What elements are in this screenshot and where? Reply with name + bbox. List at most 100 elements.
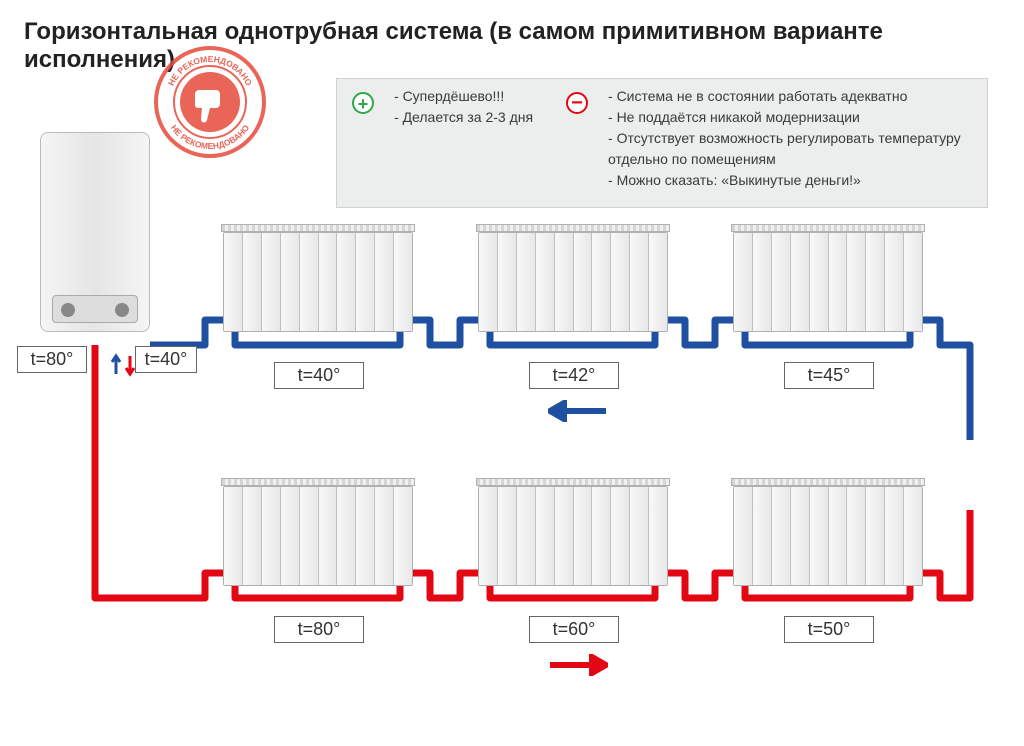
- radiator-fin: [772, 487, 791, 585]
- radiator-fin: [375, 487, 394, 585]
- radiator-fin: [791, 487, 810, 585]
- radiator: [223, 486, 413, 586]
- radiator-grille: [221, 478, 415, 486]
- radiator: [478, 232, 668, 332]
- radiator-fin: [885, 487, 904, 585]
- radiator-grille: [221, 224, 415, 232]
- radiator-fin: [611, 487, 630, 585]
- radiator-body: [478, 232, 668, 332]
- radiator-fin: [337, 233, 356, 331]
- radiator-fin: [517, 233, 536, 331]
- radiator-fin: [262, 233, 281, 331]
- radiator-fin: [574, 233, 593, 331]
- radiator-fin: [224, 487, 243, 585]
- boiler-knob: [115, 303, 129, 317]
- cons-item: Отсутствует возможность регулировать тем…: [608, 128, 980, 170]
- radiator-fin: [536, 487, 555, 585]
- radiator-fin: [356, 487, 375, 585]
- radiator-body: [733, 486, 923, 586]
- radiator-grille: [731, 224, 925, 232]
- temperature-label: t=40°: [135, 346, 197, 373]
- radiator-grille: [731, 478, 925, 486]
- radiator-fin: [592, 233, 611, 331]
- radiator-fin: [555, 233, 574, 331]
- radiator-fin: [753, 487, 772, 585]
- radiator-fin: [337, 487, 356, 585]
- radiator: [223, 232, 413, 332]
- pros-list: Супердёшево!!!Делается за 2-3 дня: [386, 86, 556, 128]
- pros-ul: Супердёшево!!!Делается за 2-3 дня: [386, 86, 556, 128]
- radiator: [478, 486, 668, 586]
- cons-item: Не поддаётся никакой модернизации: [608, 107, 980, 128]
- radiator-fin: [611, 233, 630, 331]
- radiator-body: [223, 486, 413, 586]
- temperature-label: t=45°: [784, 362, 874, 389]
- boiler: [40, 132, 150, 332]
- cons-item: Можно сказать: «Выкинутые деньги!»: [608, 170, 980, 191]
- flow-arrow-icon: [548, 400, 608, 422]
- radiator-fin: [630, 233, 649, 331]
- plus-icon: +: [352, 92, 374, 114]
- radiator-fin: [772, 233, 791, 331]
- radiator-fin: [829, 487, 848, 585]
- radiator-fin: [904, 233, 922, 331]
- arrow-down-icon: [126, 356, 134, 374]
- radiator-fin: [498, 233, 517, 331]
- radiator-fin: [243, 233, 262, 331]
- temperature-label: t=80°: [17, 346, 87, 373]
- stamp-svg: НЕ РЕКОМЕНДОВАНО НЕ РЕКОМЕНДОВАНО: [150, 42, 270, 162]
- radiator-fin: [734, 233, 753, 331]
- radiator-fin: [866, 487, 885, 585]
- radiator-fin: [592, 487, 611, 585]
- boiler-control-panel: [52, 295, 138, 323]
- flow-arrow-icon: [548, 654, 608, 676]
- radiator-fin: [555, 487, 574, 585]
- radiator-fin: [536, 233, 555, 331]
- radiator-fin: [281, 487, 300, 585]
- radiator-fin: [224, 233, 243, 331]
- radiator-fin: [630, 487, 649, 585]
- radiator-fin: [734, 487, 753, 585]
- radiator-body: [223, 232, 413, 332]
- radiator-fin: [281, 233, 300, 331]
- boiler-knob: [61, 303, 75, 317]
- not-recommended-stamp: НЕ РЕКОМЕНДОВАНО НЕ РЕКОМЕНДОВАНО: [150, 42, 270, 162]
- radiator-fin: [300, 487, 319, 585]
- radiator-fin: [300, 233, 319, 331]
- pros-item: Делается за 2-3 дня: [394, 107, 556, 128]
- temperature-label: t=80°: [274, 616, 364, 643]
- cons-ul: Система не в состоянии работать адекватн…: [600, 86, 980, 191]
- minus-icon: −: [566, 92, 588, 114]
- radiator-fin: [394, 233, 412, 331]
- radiator-fin: [262, 487, 281, 585]
- radiator-fin: [319, 487, 338, 585]
- diagram-stage: Горизонтальная однотрубная система (в са…: [0, 0, 1024, 746]
- radiator-fin: [885, 233, 904, 331]
- radiator: [733, 232, 923, 332]
- radiator-fin: [649, 487, 667, 585]
- radiator-body: [733, 232, 923, 332]
- radiator-fin: [753, 233, 772, 331]
- temperature-label: t=42°: [529, 362, 619, 389]
- radiator-fin: [394, 487, 412, 585]
- radiator-body: [478, 486, 668, 586]
- radiator-fin: [791, 233, 810, 331]
- radiator-fin: [517, 487, 536, 585]
- arrow-up-icon: [112, 356, 120, 374]
- radiator-fin: [498, 487, 517, 585]
- cons-list: Система не в состоянии работать адекватн…: [600, 86, 980, 191]
- radiator: [733, 486, 923, 586]
- radiator-fin: [829, 233, 848, 331]
- radiator-fin: [810, 233, 829, 331]
- radiator-fin: [904, 487, 922, 585]
- radiator-fin: [375, 233, 394, 331]
- radiator-fin: [574, 487, 593, 585]
- pros-item: Супердёшево!!!: [394, 86, 556, 107]
- temperature-label: t=40°: [274, 362, 364, 389]
- radiator-fin: [356, 233, 375, 331]
- radiator-fin: [866, 233, 885, 331]
- radiator-fin: [319, 233, 338, 331]
- radiator-fin: [649, 233, 667, 331]
- radiator-fin: [847, 233, 866, 331]
- temperature-label: t=50°: [784, 616, 874, 643]
